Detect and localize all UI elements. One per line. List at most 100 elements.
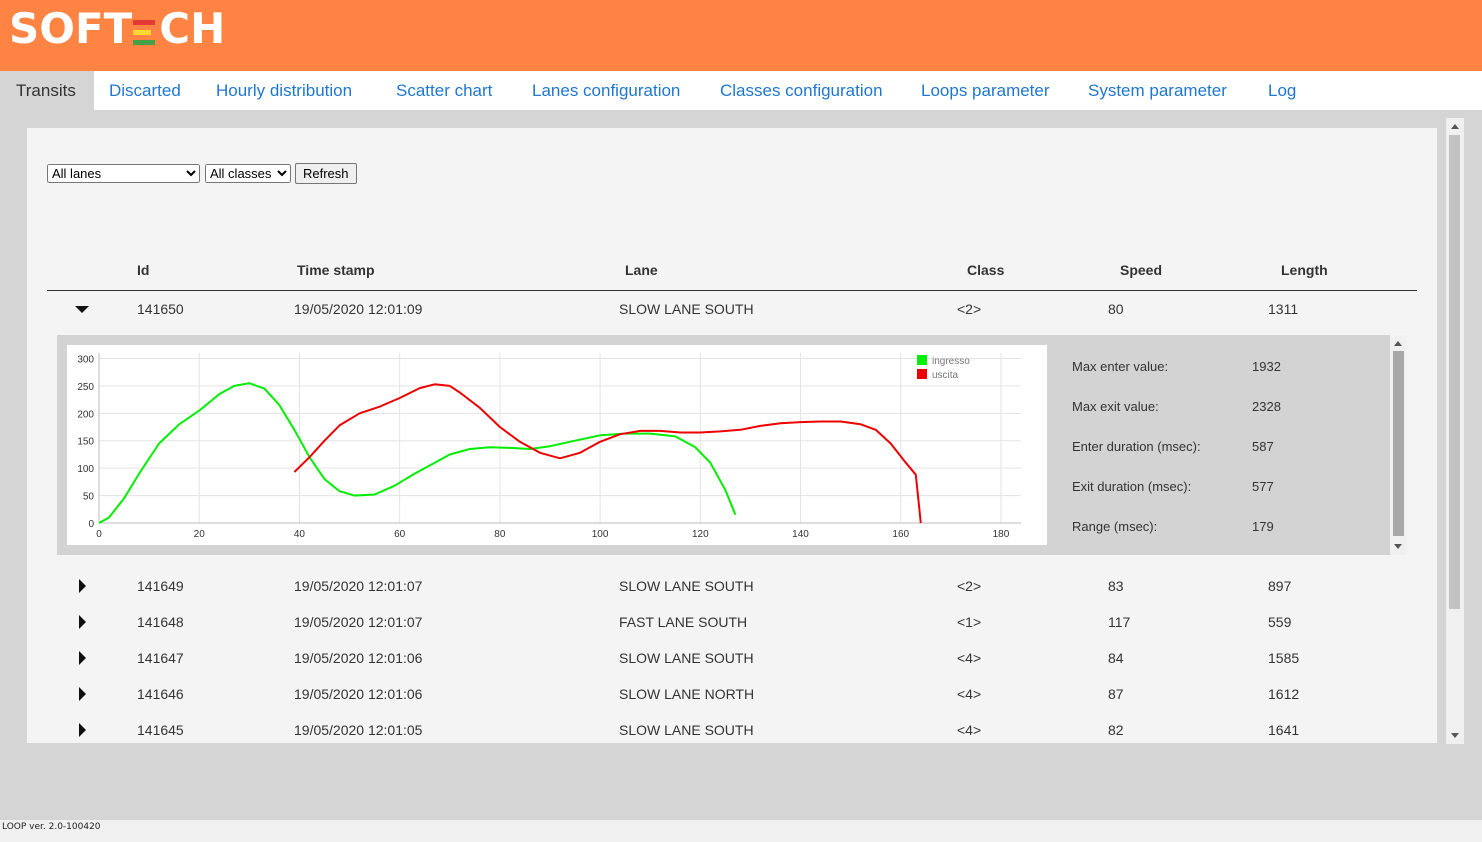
classes-select[interactable]: All classes <box>205 164 291 183</box>
cell-class: <4> <box>957 722 982 738</box>
cell-speed: 87 <box>1108 686 1124 702</box>
header-class[interactable]: Class <box>967 262 1005 278</box>
y-tick-label: 300 <box>77 354 94 365</box>
cell-lane: SLOW LANE SOUTH <box>619 722 754 738</box>
cell-lane: SLOW LANE SOUTH <box>619 578 754 594</box>
x-tick-label: 120 <box>692 529 709 540</box>
legend-swatch-ingresso <box>917 355 927 365</box>
legend-swatch-uscita <box>917 369 927 379</box>
cell-class: <2> <box>957 578 982 594</box>
detail-scrollbar[interactable] <box>1390 335 1407 555</box>
expand-toggle-icon[interactable] <box>79 615 86 629</box>
lanes-select[interactable]: All lanes <box>47 164 200 183</box>
tab-transits[interactable]: Transits <box>0 71 94 110</box>
transit-detail-panel: 0 20 40 60 80 100 120 140 160 180 0 50 100 150 200 250 3… <box>57 335 1407 555</box>
cell-id: 141648 <box>137 614 184 630</box>
cell-lane: FAST LANE SOUTH <box>619 614 748 630</box>
cell-time-stamp: 19/05/2020 12:01:07 <box>294 578 423 594</box>
scroll-down-icon[interactable] <box>1394 544 1402 549</box>
cell-length: 1641 <box>1268 722 1300 738</box>
x-tick-label: 0 <box>96 529 102 540</box>
header-lane[interactable]: Lane <box>625 262 658 278</box>
tab-classes-configuration[interactable]: Classes configuration <box>720 81 883 100</box>
stat-value-max-exit: 2328 <box>1252 399 1281 414</box>
stat-label-enter-duration: Enter duration (msec): <box>1072 439 1201 454</box>
cell-time-stamp: 19/05/2020 12:01:06 <box>294 650 423 666</box>
table-row[interactable]: 141645 19/05/2020 12:01:05 SLOW LANE SOU… <box>27 712 1437 743</box>
stat-value-range: 179 <box>1252 519 1274 534</box>
table-row[interactable]: 141648 19/05/2020 12:01:07 FAST LANE SOU… <box>27 604 1437 640</box>
scroll-up-icon[interactable] <box>1394 341 1402 346</box>
y-tick-label: 0 <box>88 519 94 530</box>
x-tick-label: 40 <box>294 529 306 540</box>
x-tick-label: 160 <box>892 529 909 540</box>
table-row[interactable]: 141646 19/05/2020 12:01:06 SLOW LANE NOR… <box>27 676 1437 712</box>
cell-speed: 117 <box>1108 614 1131 630</box>
y-tick-label: 50 <box>83 492 95 503</box>
nav-tabs: Transits Discarted Hourly distribution S… <box>0 71 1482 110</box>
cell-id: 141650 <box>137 301 184 317</box>
x-tick-label: 20 <box>194 529 206 540</box>
cell-id: 141649 <box>137 578 184 594</box>
header-id[interactable]: Id <box>137 262 150 278</box>
table-row[interactable]: 141647 19/05/2020 12:01:06 SLOW LANE SOU… <box>27 640 1437 676</box>
page-scroll-thumb[interactable] <box>1449 135 1460 609</box>
x-tick-label: 60 <box>394 529 406 540</box>
header-length[interactable]: Length <box>1281 262 1328 278</box>
cell-length: 1585 <box>1268 650 1300 666</box>
cell-id: 141646 <box>137 686 184 702</box>
cell-class: <4> <box>957 686 982 702</box>
chart-svg: 0 20 40 60 80 100 120 140 160 180 0 50 100 150 200 250 3… <box>77 353 1021 540</box>
stat-label-max-enter: Max enter value: <box>1072 359 1169 374</box>
x-tick-label: 100 <box>592 529 609 540</box>
tab-lanes-configuration[interactable]: Lanes configuration <box>532 81 681 100</box>
scroll-down-icon[interactable] <box>1451 733 1459 738</box>
softech-logo: SOFT CH <box>9 4 226 53</box>
cell-length: 1612 <box>1268 686 1300 702</box>
table-row[interactable]: 141649 19/05/2020 12:01:07 SLOW LANE SOU… <box>27 568 1437 604</box>
table-row[interactable]: 141650 19/05/2020 12:01:09 SLOW LANE SOU… <box>27 291 1437 327</box>
tab-system-parameter[interactable]: System parameter <box>1088 81 1227 100</box>
cell-id: 141645 <box>137 722 184 738</box>
tab-discarted[interactable]: Discarted <box>109 81 181 100</box>
cell-time-stamp: 19/05/2020 12:01:06 <box>294 686 423 702</box>
legend-label-ingresso: ingresso <box>932 356 970 367</box>
logo-e-glyph <box>133 14 157 50</box>
legend-label-uscita: uscita <box>932 370 959 381</box>
detail-scroll-thumb[interactable] <box>1393 351 1404 536</box>
stat-label-exit-duration: Exit duration (msec): <box>1072 479 1192 494</box>
x-tick-label: 140 <box>792 529 809 540</box>
cell-class: <2> <box>957 301 982 317</box>
stat-label-range: Range (msec): <box>1072 519 1158 534</box>
cell-lane: SLOW LANE SOUTH <box>619 301 754 317</box>
collapse-toggle-icon[interactable] <box>75 306 89 313</box>
cell-length: 559 <box>1268 614 1292 630</box>
tab-loops-parameter[interactable]: Loops parameter <box>921 81 1050 100</box>
loop-signal-chart: 0 20 40 60 80 100 120 140 160 180 0 50 100 150 200 250 3… <box>67 345 1047 545</box>
cell-class: <4> <box>957 650 982 666</box>
page-scrollbar[interactable] <box>1446 118 1464 744</box>
tab-scatter-chart[interactable]: Scatter chart <box>396 81 493 100</box>
expand-toggle-icon[interactable] <box>79 723 86 737</box>
expand-toggle-icon[interactable] <box>79 687 86 701</box>
x-tick-label: 80 <box>494 529 506 540</box>
stat-value-enter-duration: 587 <box>1252 439 1274 454</box>
stat-label-max-exit: Max exit value: <box>1072 399 1159 414</box>
y-tick-label: 250 <box>77 382 94 393</box>
cell-speed: 84 <box>1108 650 1124 666</box>
cell-lane: SLOW LANE NORTH <box>619 686 755 702</box>
header-time-stamp[interactable]: Time stamp <box>297 262 375 278</box>
header-divider <box>47 290 1417 291</box>
cell-time-stamp: 19/05/2020 12:01:09 <box>294 301 423 317</box>
header-speed[interactable]: Speed <box>1120 262 1163 278</box>
cell-lane: SLOW LANE SOUTH <box>619 650 754 666</box>
cell-time-stamp: 19/05/2020 12:01:07 <box>294 614 423 630</box>
tab-log[interactable]: Log <box>1268 81 1297 100</box>
expand-toggle-icon[interactable] <box>79 651 86 665</box>
cell-speed: 83 <box>1108 578 1124 594</box>
scroll-up-icon[interactable] <box>1451 124 1459 129</box>
refresh-button[interactable]: Refresh <box>295 163 357 184</box>
app-header: SOFT CH <box>0 0 1482 71</box>
expand-toggle-icon[interactable] <box>79 579 86 593</box>
tab-hourly-distribution[interactable]: Hourly distribution <box>216 81 353 100</box>
